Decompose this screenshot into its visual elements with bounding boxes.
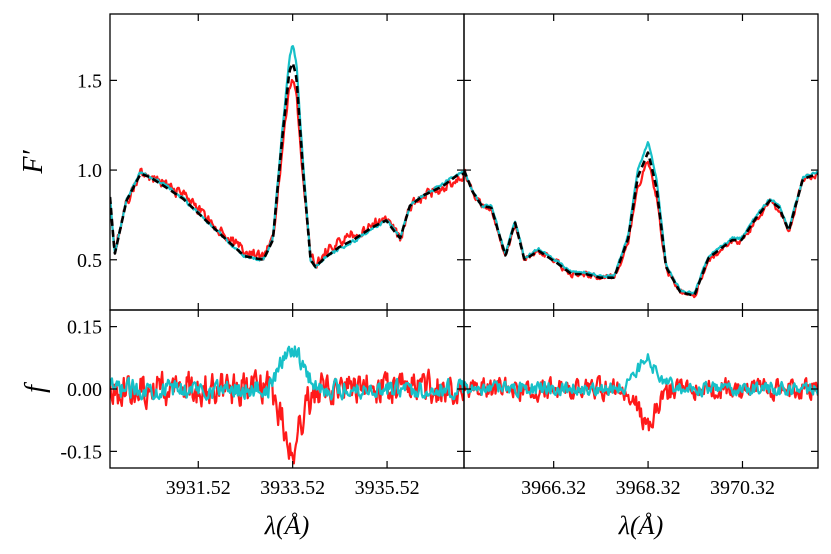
panel-bottom-left <box>110 345 464 465</box>
series-line-red <box>110 368 464 465</box>
panel-top-right <box>464 141 818 299</box>
y-tick-label: 0.15 <box>67 317 102 339</box>
y-axis-label-bottom: f <box>20 382 51 393</box>
y-tick-label: 0.00 <box>67 379 102 401</box>
series-line-cyan <box>110 45 464 269</box>
series-line-cyan <box>110 345 464 401</box>
y-axis-label-top: F′ <box>18 150 49 175</box>
x-tick-label: 3931.52 <box>166 477 231 499</box>
series-line-black-dashed <box>110 62 464 269</box>
axis-ticks <box>110 14 818 468</box>
y-tick-label: 1.0 <box>77 160 102 182</box>
x-tick-label: 3966.32 <box>521 477 586 499</box>
panel-bottom-right <box>464 353 818 432</box>
axes-frame-bottom-right <box>463 309 819 469</box>
x-tick-label: 3933.52 <box>260 477 325 499</box>
series-line-red <box>464 374 818 432</box>
series-line-red <box>110 78 464 269</box>
x-tick-label: 3968.32 <box>616 477 681 499</box>
x-axis-label-left: λ(Å) <box>264 511 309 540</box>
y-tick-label: -0.15 <box>60 441 102 463</box>
x-tick-label: 3935.52 <box>355 477 420 499</box>
panel-top-left <box>110 45 464 269</box>
series-line-cyan <box>464 141 818 295</box>
axes-frame-top-left <box>109 13 465 311</box>
y-tick-label: 0.5 <box>77 250 102 272</box>
y-tick-label: 1.5 <box>77 70 102 92</box>
series-line-cyan <box>464 353 818 399</box>
tick-labels: 0.5 1.0 1.5 -0.15 0.00 0.15 3931.52 3933.52 3935… <box>60 70 775 499</box>
x-tick-label: 3970.32 <box>710 477 775 499</box>
x-axis-label-right: λ(Å) <box>618 511 663 540</box>
series-line-black-dashed <box>464 151 818 297</box>
